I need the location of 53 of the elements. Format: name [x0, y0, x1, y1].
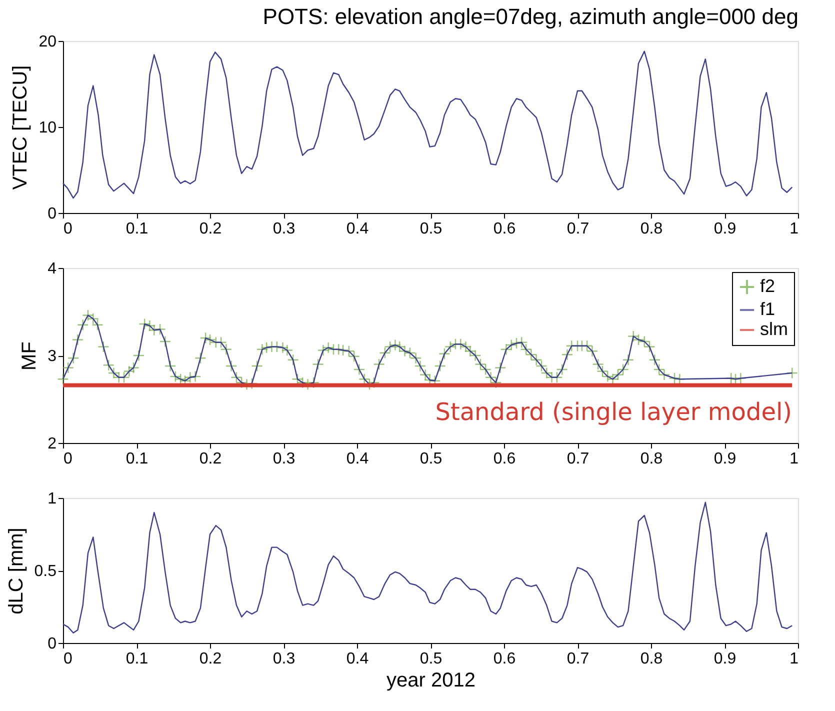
x-tick-label: 0.2	[199, 650, 222, 668]
legend-label: f1	[760, 299, 776, 319]
x-tick-label: 0.6	[493, 450, 516, 468]
y-axis-title: MF	[18, 342, 41, 370]
x-tick-label: 0.1	[126, 650, 148, 668]
annotation: Standard (single layer model)	[435, 398, 792, 426]
y-tick-label: 20	[38, 34, 57, 50]
x-tick-label: 0.9	[714, 220, 736, 238]
x-tick-label: 0.3	[272, 450, 296, 468]
y-tick-label: 3	[48, 348, 57, 365]
x-tick-label: 0.2	[199, 450, 222, 468]
x-tick-label: 1	[790, 220, 799, 238]
x-tick-label: 0.8	[640, 220, 663, 238]
x-tick-label: 0.8	[640, 650, 663, 668]
x-tick-label: 0.4	[346, 450, 369, 468]
y-tick-label: 10	[38, 120, 57, 136]
x-tick-label: 0.7	[566, 220, 590, 238]
x-tick-label: 0.6	[493, 220, 516, 238]
y-axis-title: dLC [mm]	[5, 528, 28, 614]
y-tick-label: 2	[48, 436, 57, 452]
x-tick-label: 1	[790, 450, 799, 468]
x-tick-label: 0.4	[346, 650, 369, 668]
x-tick-label: 0.1	[126, 220, 148, 238]
x-tick-label: 0.6	[493, 650, 516, 668]
x-axis-title: year 2012	[386, 670, 476, 692]
y-axis-title: VTEC [TECU]	[10, 65, 32, 190]
x-tick-label: 1	[790, 650, 799, 668]
legend-label: slm	[760, 319, 788, 339]
x-tick-label: 0.5	[420, 650, 442, 668]
y-tick-label: 0.5	[34, 563, 57, 580]
x-tick-label: 0.3	[272, 220, 296, 238]
line-series	[62, 502, 793, 634]
x-tick-label: 0.1	[126, 450, 148, 468]
x-tick-label: 0.9	[714, 650, 736, 668]
x-tick-label: 0	[64, 650, 72, 668]
x-tick-label: 0	[64, 220, 72, 238]
chart-title: POTS: elevation angle=07deg, azimuth angle=000 deg	[262, 4, 798, 29]
y-tick-label: 4	[48, 260, 57, 278]
x-tick-label: 0.7	[566, 650, 590, 668]
line-series	[62, 50, 793, 199]
x-tick-label: 0.3	[272, 650, 296, 668]
x-tick-label: 0.9	[714, 450, 736, 468]
x-tick-label: 0.4	[346, 220, 369, 238]
x-tick-label: 0	[64, 450, 72, 468]
x-tick-label: 0.5	[420, 450, 442, 468]
x-tick-label: 0.5	[420, 220, 442, 238]
x-tick-label: 0.7	[566, 450, 590, 468]
x-tick-label: 0.2	[199, 220, 222, 238]
y-tick-label: 1	[48, 490, 57, 508]
y-tick-label: 0	[48, 206, 57, 222]
y-tick-label: 0	[48, 636, 57, 652]
x-tick-label: 0.8	[640, 450, 663, 468]
legend-label: f2	[760, 276, 776, 296]
